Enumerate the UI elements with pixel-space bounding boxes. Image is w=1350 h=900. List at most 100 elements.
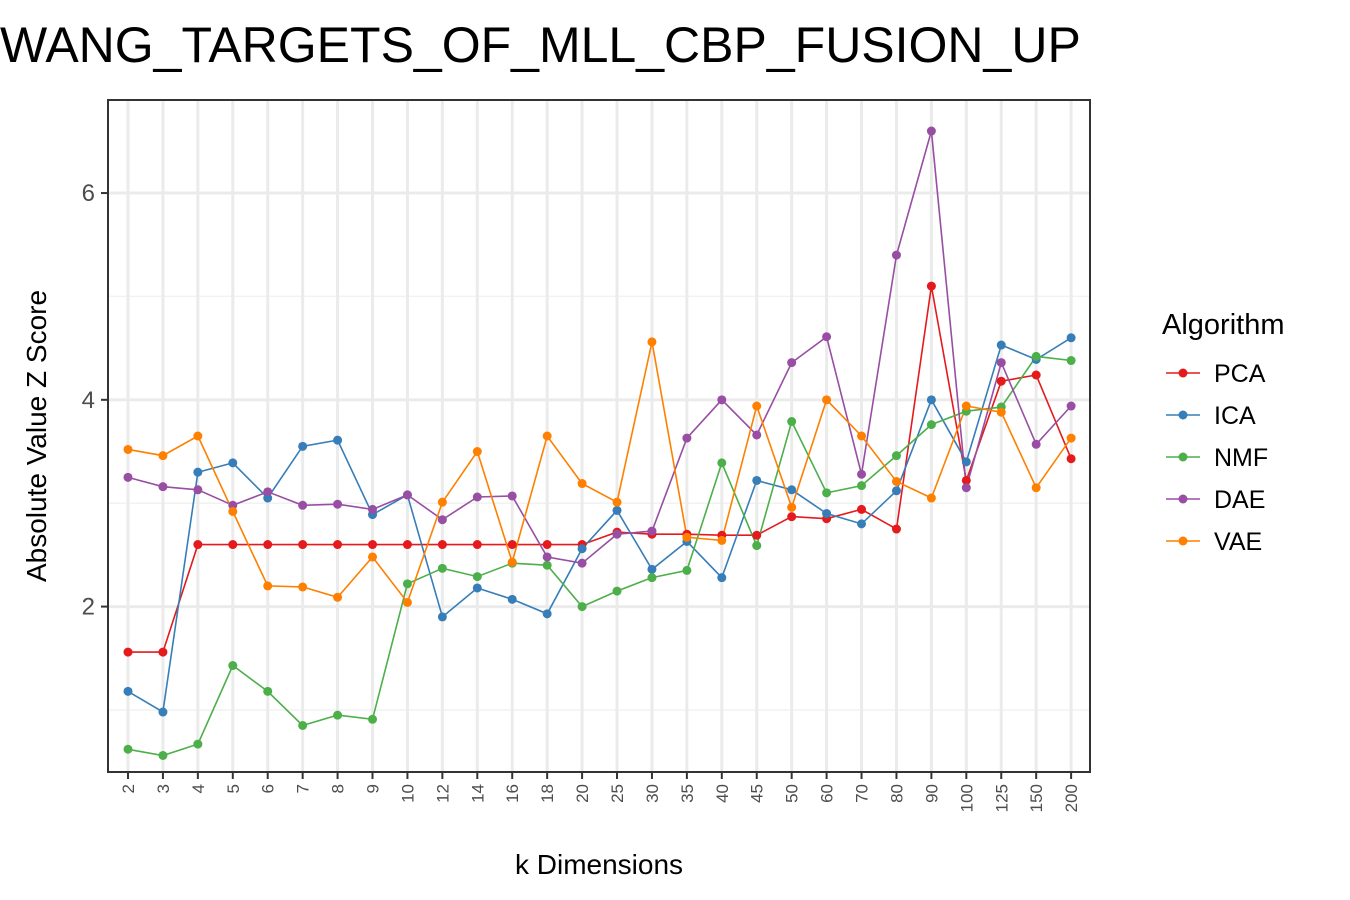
- x-tick-label: 18: [538, 784, 557, 803]
- grid: [108, 100, 1090, 772]
- data-point-pca: [228, 540, 238, 550]
- x-tick-label: 125: [992, 784, 1011, 812]
- data-point-dae: [612, 529, 622, 539]
- data-point-ica: [577, 544, 587, 554]
- data-point-nmf: [1031, 351, 1041, 361]
- data-point-pca: [158, 647, 168, 657]
- data-point-nmf: [333, 710, 343, 720]
- x-tick-label: 8: [329, 784, 348, 793]
- data-point-vae: [787, 502, 797, 512]
- data-point-nmf: [752, 541, 762, 551]
- y-tick-label: 2: [82, 594, 95, 621]
- y-tick-label: 6: [82, 180, 95, 207]
- data-point-pca: [926, 281, 936, 291]
- data-point-ica: [333, 435, 343, 445]
- x-tick-label: 20: [573, 784, 592, 803]
- data-point-vae: [437, 497, 447, 507]
- data-point-ica: [298, 441, 308, 451]
- data-point-dae: [1066, 401, 1076, 411]
- data-point-dae: [647, 526, 657, 536]
- x-tick-label: 80: [887, 784, 906, 803]
- data-point-nmf: [822, 488, 832, 498]
- data-point-dae: [402, 490, 412, 500]
- legend: Algorithm PCA ICA NMF DAE VAE: [1162, 309, 1285, 556]
- data-point-pca: [542, 540, 552, 550]
- data-point-ica: [926, 395, 936, 405]
- data-point-ica: [123, 686, 133, 696]
- data-point-pca: [333, 540, 343, 550]
- data-point-vae: [123, 444, 133, 454]
- data-point-dae: [577, 558, 587, 568]
- data-point-ica: [507, 594, 517, 604]
- data-point-vae: [647, 337, 657, 347]
- data-point-vae: [857, 431, 867, 441]
- x-tick-label: 6: [259, 784, 278, 793]
- data-point-vae: [333, 592, 343, 602]
- x-tick-label: 30: [643, 784, 662, 803]
- x-tick-label: 90: [922, 784, 941, 803]
- data-point-dae: [682, 433, 692, 443]
- data-point-vae: [368, 552, 378, 562]
- data-point-nmf: [682, 565, 692, 575]
- x-tick-label: 100: [957, 784, 976, 812]
- data-point-vae: [1031, 483, 1041, 493]
- data-point-vae: [228, 506, 238, 516]
- data-point-dae: [193, 485, 203, 495]
- x-tick-label: 2: [119, 784, 138, 793]
- data-point-nmf: [612, 586, 622, 596]
- x-axis: 2 3 4 5 6 7 8 9 10 12 14 16 18 20 25 30 35 40 45 50 60 70 80 90…: [119, 772, 1081, 812]
- x-tick-label: 50: [783, 784, 802, 803]
- data-point-vae: [926, 493, 936, 503]
- data-point-pca: [1031, 370, 1041, 380]
- legend-title: Algorithm: [1162, 309, 1285, 341]
- data-point-pca: [437, 540, 447, 550]
- data-point-nmf: [647, 573, 657, 583]
- data-point-dae: [158, 482, 168, 492]
- data-point-vae: [507, 557, 517, 567]
- legend-key-point: [1178, 410, 1188, 420]
- data-point-ica: [542, 609, 552, 619]
- data-point-ica: [996, 340, 1006, 350]
- data-point-nmf: [891, 451, 901, 461]
- y-axis: 2 4 6: [82, 180, 108, 621]
- y-axis-title: Absolute Value Z Score: [21, 290, 52, 582]
- data-point-nmf: [402, 579, 412, 589]
- data-point-dae: [717, 395, 727, 405]
- data-point-nmf: [263, 686, 273, 696]
- data-point-vae: [612, 497, 622, 507]
- data-point-dae: [891, 250, 901, 260]
- data-point-vae: [682, 532, 692, 542]
- data-point-vae: [996, 407, 1006, 417]
- y-tick-label: 4: [82, 387, 95, 414]
- data-point-vae: [402, 597, 412, 607]
- data-point-vae: [577, 479, 587, 489]
- legend-key-point: [1178, 452, 1188, 462]
- data-point-dae: [1031, 439, 1041, 449]
- data-point-ica: [647, 564, 657, 574]
- series-layer: [123, 126, 1076, 760]
- x-tick-label: 3: [154, 784, 173, 793]
- data-point-nmf: [472, 572, 482, 582]
- legend-key-point: [1178, 536, 1188, 546]
- x-axis-title: k Dimensions: [515, 849, 683, 880]
- data-point-ica: [717, 573, 727, 583]
- data-point-vae: [961, 401, 971, 411]
- data-point-ica: [612, 505, 622, 515]
- data-point-pca: [123, 647, 133, 657]
- legend-label: ICA: [1214, 402, 1256, 430]
- data-point-pca: [368, 540, 378, 550]
- x-tick-label: 9: [364, 784, 383, 793]
- legend-key-point: [1178, 368, 1188, 378]
- data-point-nmf: [926, 420, 936, 430]
- data-point-dae: [333, 499, 343, 509]
- data-point-ica: [787, 485, 797, 495]
- data-point-nmf: [123, 744, 133, 754]
- x-tick-label: 14: [468, 784, 487, 803]
- series-line-ica: [127, 337, 1072, 714]
- x-tick-label: 45: [748, 784, 767, 803]
- data-point-ica: [263, 493, 273, 503]
- data-point-ica: [891, 486, 901, 496]
- data-point-ica: [857, 519, 867, 529]
- data-point-vae: [822, 395, 832, 405]
